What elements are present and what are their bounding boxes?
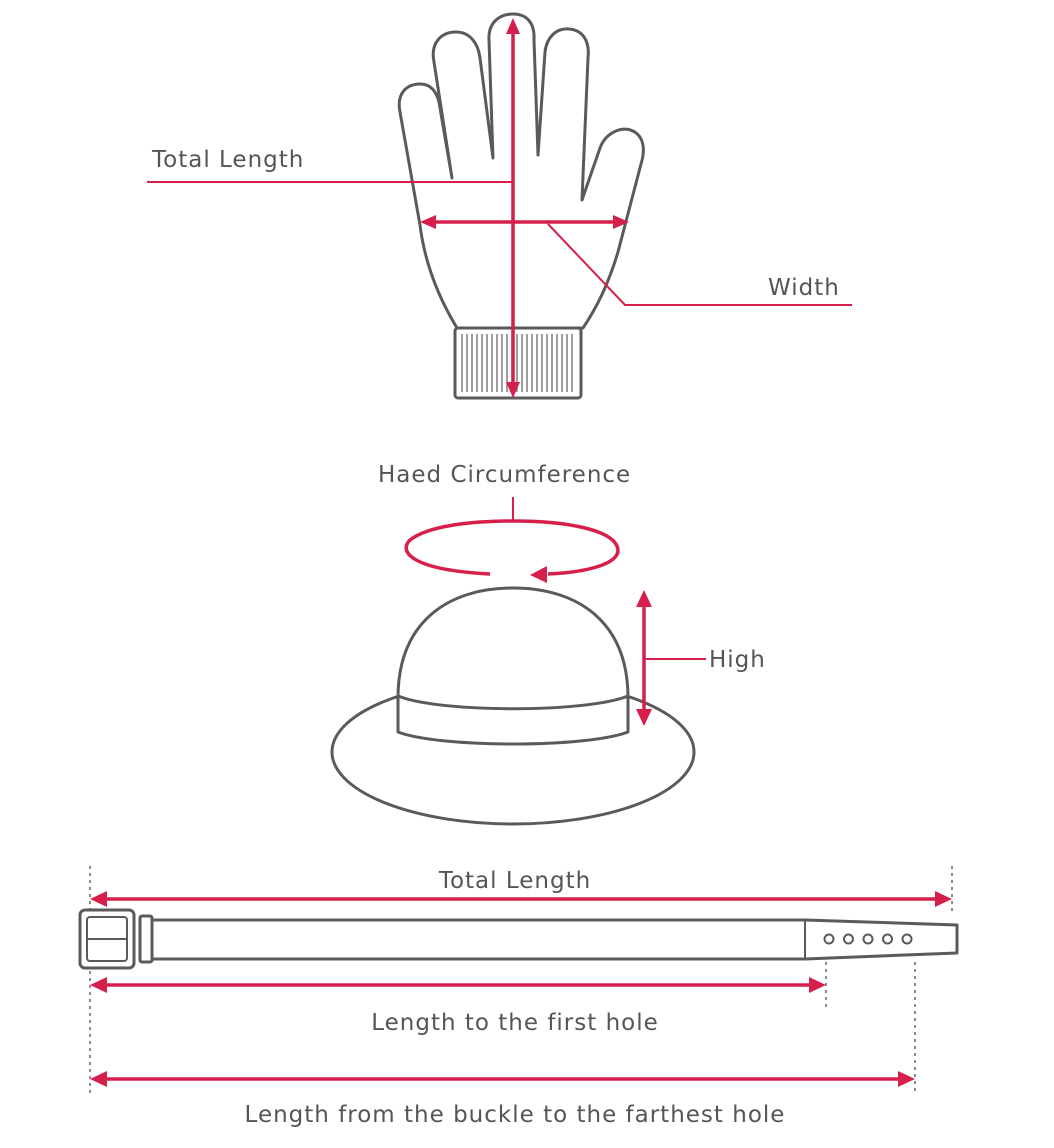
hat-diagram: Haed Circumference High [330, 462, 766, 826]
hat-height-arrowhead-bottom [636, 709, 652, 726]
belt-farthest-hole-arrowhead-left [90, 1071, 107, 1087]
hat-height-arrowhead-top [636, 590, 652, 607]
hat-circumference-arrowhead [530, 566, 547, 583]
glove-total-length-label: Total Length [151, 147, 304, 173]
hat-height-label: High [709, 647, 766, 673]
belt-hole [823, 933, 835, 945]
belt-hole [882, 933, 893, 945]
belt-first-hole-arrowhead-left [90, 977, 107, 993]
hat-circumference-label: Haed Circumference [378, 462, 631, 488]
belt-keeper [138, 914, 154, 964]
belt-hole [862, 933, 874, 945]
glove-total-length-arrowhead-top [506, 18, 520, 34]
belt-holes [823, 933, 913, 945]
belt-first-hole-label: Length to the first hole [371, 1010, 659, 1036]
belt-farthest-hole-arrowhead-right [898, 1071, 915, 1087]
belt-farthest-hole-label: Length from the buckle to the farthest h… [245, 1102, 786, 1128]
glove-diagram: Total Length Width [147, 12, 852, 400]
belt-strap [148, 918, 959, 961]
hat-band [396, 694, 630, 746]
hat-circumference-arrow [404, 519, 620, 576]
hat-crown [396, 586, 630, 732]
belt-diagram: Total Length Length to the first hole Le… [78, 866, 959, 1128]
glove-outline [397, 12, 645, 330]
glove-total-length-arrowhead-bottom [506, 382, 520, 398]
belt-first-hole-arrowhead-right [809, 977, 826, 993]
belt-hole [901, 933, 913, 945]
glove-width-label: Width [768, 275, 840, 301]
belt-hole [843, 933, 854, 945]
glove-width-leader [547, 223, 852, 306]
belt-total-length-arrowhead-left [90, 891, 107, 907]
glove-width-arrowhead-right [613, 215, 629, 229]
belt-total-length-arrowhead-right [935, 891, 952, 907]
belt-total-length-label: Total Length [438, 868, 591, 894]
glove-width-arrowhead-left [420, 215, 436, 229]
